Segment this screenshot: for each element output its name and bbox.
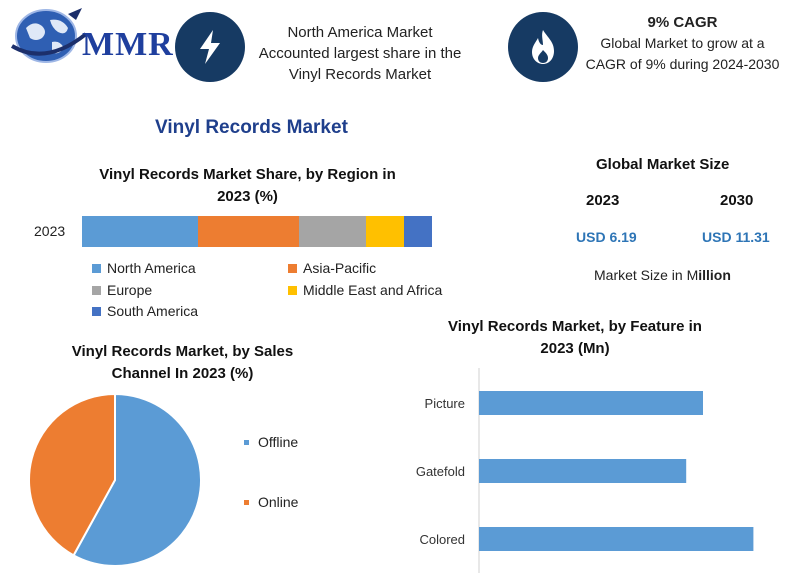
legend-label: Europe — [107, 282, 153, 298]
logo-text: MMR — [82, 26, 174, 63]
legend-item-offline: Offline — [244, 434, 298, 450]
cagr-note-line: CAGR of 9% during 2024-2030 — [585, 56, 780, 72]
market-size-note-suffix: illion — [698, 267, 731, 283]
legend-item-online: Online — [244, 494, 298, 510]
region-note: North America Market Accounted largest s… — [250, 22, 470, 85]
legend-swatch — [288, 263, 297, 273]
region-note-line: Vinyl Records Market — [288, 66, 432, 83]
sales-chart-title-line: Vinyl Records Market, by Sales — [71, 343, 294, 360]
region-chart-title-line: 2023 (%) — [217, 188, 278, 205]
flame-badge — [508, 12, 578, 82]
lightning-icon — [200, 30, 220, 64]
flame-icon — [532, 30, 554, 64]
feature-tick-label: Colored — [419, 532, 465, 547]
legend-swatch — [244, 499, 249, 505]
legend-swatch — [92, 285, 101, 295]
region-note-line: North America Market — [287, 24, 433, 41]
global-market-title: Global Market Size — [596, 156, 730, 173]
value-2023: USD 6.19 — [576, 229, 637, 245]
market-size-note-prefix: Market Size in M — [594, 267, 699, 283]
region-chart-title: Vinyl Records Market Share, by Region in… — [70, 164, 425, 208]
value-2030: USD 11.31 — [702, 229, 770, 245]
region-stacked-bar — [82, 216, 432, 247]
feature-chart-title-line: Vinyl Records Market, by Feature in — [448, 318, 702, 335]
mmr-logo — [8, 2, 158, 74]
market-size-note: Market Size in Million — [594, 267, 731, 283]
year-2023: 2023 — [586, 192, 620, 209]
legend-swatch — [288, 285, 297, 295]
pie-slice-offline — [72, 392, 202, 567]
sales-channel-pie — [28, 392, 202, 567]
legend-item-asia-pacific: Asia-Pacific — [288, 260, 376, 276]
feature-chart-title-line: 2023 (Mn) — [540, 340, 610, 357]
sales-chart-title-line: Channel In 2023 (%) — [111, 365, 254, 382]
feature-bar-chart: Picture Gatefold Colored — [416, 368, 754, 573]
legend-label: South America — [107, 303, 199, 319]
legend-label: Middle East and Africa — [303, 282, 443, 298]
lightning-badge — [175, 12, 245, 82]
region-bar-segment-middle-east-and-africa — [365, 216, 404, 247]
globe-icon — [10, 8, 88, 63]
sales-chart-title: Vinyl Records Market, by Sales Channel I… — [40, 341, 325, 385]
legend-item-north-america: North America — [92, 260, 196, 276]
cagr-note: 9% CAGR Global Market to grow at a CAGR … — [565, 12, 800, 75]
region-bar-segment-north-america — [82, 216, 198, 247]
legend-item-middle-east-africa: Middle East and Africa — [288, 282, 442, 298]
region-bar-segment-south-america — [404, 216, 432, 247]
feature-chart-title: Vinyl Records Market, by Feature in 2023… — [415, 316, 735, 360]
legend-label: Online — [258, 494, 299, 510]
feature-bar-colored — [479, 527, 754, 551]
region-note-line: Accounted largest share in the — [258, 45, 462, 62]
cagr-note-line: Global Market to grow at a — [600, 35, 765, 51]
legend-label: Offline — [258, 434, 299, 450]
region-bar-segment-europe — [299, 216, 366, 247]
main-title: Vinyl Records Market — [155, 117, 348, 138]
legend-label: North America — [107, 260, 196, 276]
feature-bar-gatefold — [479, 459, 687, 483]
feature-bar-picture — [479, 391, 703, 415]
feature-tick-label: Picture — [425, 396, 465, 411]
legend-label: Asia-Pacific — [303, 260, 377, 276]
year-2030: 2030 — [720, 192, 754, 209]
feature-tick-label: Gatefold — [416, 464, 465, 479]
region-chart-title-line: Vinyl Records Market Share, by Region in — [99, 166, 396, 183]
legend-item-europe: Europe — [92, 282, 152, 298]
legend-swatch — [92, 306, 101, 316]
cagr-title: 9% CAGR — [647, 14, 718, 31]
region-row-label: 2023 — [34, 223, 66, 239]
region-bar-segment-asia-pacific — [197, 216, 299, 247]
legend-item-south-america: South America — [92, 303, 198, 319]
pie-slice-online — [28, 392, 116, 557]
legend-swatch — [92, 263, 101, 273]
legend-swatch — [244, 439, 249, 445]
